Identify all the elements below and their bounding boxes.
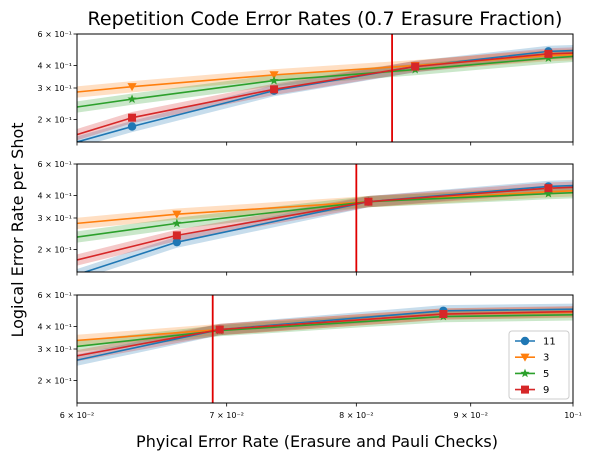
marker-9-1 xyxy=(439,310,448,319)
marker-9-3 xyxy=(544,49,553,58)
legend-marker-3 xyxy=(520,353,530,362)
band-5 xyxy=(77,309,573,353)
series-line-3 xyxy=(77,53,573,93)
panel-2: 2 × 10⁻¹ 3 × 10⁻¹ 4 × 10⁻¹ 6 × 10⁻¹ xyxy=(38,160,574,276)
y-tick-label: 6 × 10⁻¹ xyxy=(38,30,73,39)
band-3 xyxy=(77,49,573,98)
marker-3-1 xyxy=(269,71,279,80)
x-tick-label: 10⁻¹ xyxy=(564,411,582,420)
series-line-11 xyxy=(77,308,573,361)
band-5 xyxy=(77,187,573,243)
legend-marker-11 xyxy=(520,336,530,346)
marker-9-0 xyxy=(215,325,224,334)
legend-marker-9 xyxy=(521,385,529,394)
legend-marker-5 xyxy=(520,368,530,378)
series-line-5 xyxy=(77,314,573,348)
series-line-9 xyxy=(77,310,573,357)
legend-frame xyxy=(508,330,570,400)
plot-area xyxy=(77,179,573,272)
y-axis-label: Logical Error Rate per Shot xyxy=(8,122,27,337)
legend-label: 3 xyxy=(543,353,549,364)
panel-3: 2 × 10⁻¹ 3 × 10⁻¹ 4 × 10⁻¹ 6 × 10⁻¹ 6 × 10⁻²… xyxy=(38,291,582,420)
band-9 xyxy=(77,305,573,362)
legend-entry-11: 11 xyxy=(515,337,556,348)
y-tick-label: 3 × 10⁻¹ xyxy=(38,345,73,354)
marker-9-2 xyxy=(544,184,553,193)
legend-entry-9: 9 xyxy=(515,385,549,396)
legend-label: 11 xyxy=(543,337,556,348)
panels-group: 2 × 10⁻¹3 × 10⁻¹4 × 10⁻¹6 × 10⁻¹2 × 10⁻¹… xyxy=(38,30,582,420)
legend-label: 5 xyxy=(543,369,549,380)
y-tick-label: 3 × 10⁻¹ xyxy=(38,84,73,93)
legend-entry-3: 3 xyxy=(515,353,549,364)
marker-9-0 xyxy=(172,231,181,240)
y-tick-label: 6 × 10⁻¹ xyxy=(38,160,73,169)
legend: 11 3 5 9 xyxy=(508,330,570,400)
y-tick-label: 2 × 10⁻¹ xyxy=(38,246,73,255)
marker-5-1 xyxy=(269,75,279,85)
y-tick-label: 4 × 10⁻¹ xyxy=(38,192,73,201)
y-tick-label: 2 × 10⁻¹ xyxy=(38,116,73,125)
series-line-5 xyxy=(77,55,573,108)
y-tick-label: 4 × 10⁻¹ xyxy=(38,323,73,332)
marker-9-1 xyxy=(270,85,279,94)
series-line-9 xyxy=(77,52,573,136)
marker-11-0 xyxy=(172,237,182,247)
y-tick-label: 3 × 10⁻¹ xyxy=(38,214,73,223)
marker-5-0 xyxy=(127,94,137,104)
x-tick-label: 6 × 10⁻² xyxy=(60,411,95,420)
plot-area xyxy=(77,303,573,366)
legend-label: 9 xyxy=(543,385,549,396)
panel-1: 2 × 10⁻¹ 3 × 10⁻¹ 4 × 10⁻¹ 6 × 10⁻¹ xyxy=(38,30,574,146)
legend-entry-5: 5 xyxy=(515,368,549,380)
marker-11-0 xyxy=(127,122,137,131)
x-tick-label: 9 × 10⁻² xyxy=(453,411,488,420)
marker-3-0 xyxy=(172,210,182,219)
x-tick-label: 8 × 10⁻² xyxy=(339,411,374,420)
x-axis-label: Phyical Error Rate (Erasure and Pauli Ch… xyxy=(136,432,498,451)
y-tick-label: 4 × 10⁻¹ xyxy=(38,62,73,71)
marker-5-2 xyxy=(543,188,553,198)
marker-9-2 xyxy=(411,62,420,71)
chart-title: Repetition Code Error Rates (0.7 Erasure… xyxy=(88,8,563,30)
y-tick-label: 2 × 10⁻¹ xyxy=(38,377,73,386)
marker-9-0 xyxy=(128,113,137,122)
x-tick-label: 7 × 10⁻² xyxy=(209,411,244,420)
y-tick-label: 6 × 10⁻¹ xyxy=(38,291,73,300)
marker-9-1 xyxy=(364,197,373,206)
plot-area xyxy=(77,44,573,142)
marker-5-0 xyxy=(172,218,182,228)
marker-3-0 xyxy=(127,83,137,92)
